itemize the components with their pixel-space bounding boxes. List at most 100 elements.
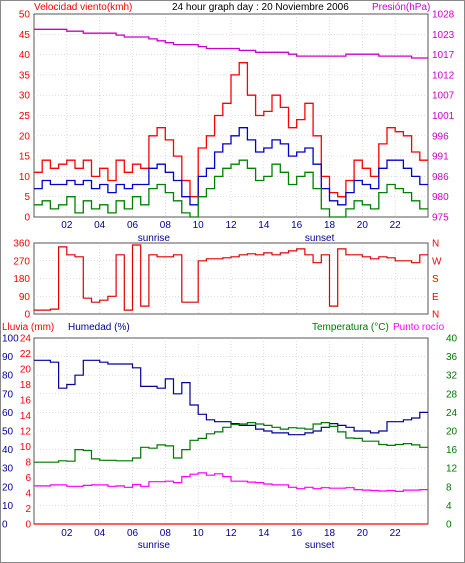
y-tick-label-right: W [432, 256, 442, 267]
graph-title: 24 hour graph day : 20 Noviembre 2006 [172, 2, 349, 13]
y-tick-label-left: 40 [19, 50, 31, 61]
dewpoint-axis-label: Punto rocío [393, 322, 445, 333]
y-tick-label-right: 991 [432, 152, 449, 163]
x-tick-label: 14 [258, 528, 270, 539]
rain-tick-label: 6 [25, 473, 31, 484]
y-tick-label-right: N [432, 239, 439, 250]
temperature-tick-label: 0 [446, 520, 452, 531]
pressure-axis-label: Presión(hPa) [372, 2, 430, 13]
temperature-axis-label: Temperatura (°C) [312, 322, 389, 333]
sunset-label: sunset [305, 540, 335, 551]
y-tick-label-left: 15 [19, 152, 31, 163]
x-tick-label: 12 [225, 528, 237, 539]
x-tick-label: 04 [94, 220, 106, 231]
humidity-temperature-panel: 02 04 06 08 10 12 14 16 18 20 22010203040506070809… [2, 334, 458, 552]
x-tick-label: 08 [160, 220, 172, 231]
temperature-tick-label: 32 [446, 371, 458, 382]
y-tick-label-right: S [432, 274, 439, 285]
x-tick-label: 22 [390, 528, 402, 539]
x-tick-label: 16 [291, 528, 303, 539]
x-tick-label: 16 [291, 220, 303, 231]
x-tick-label: 14 [258, 220, 270, 231]
x-tick-label: 06 [127, 220, 139, 231]
y-tick-label-right: 1007 [432, 91, 455, 102]
rain-tick-label: 16 [20, 396, 32, 407]
y-tick-label-left: 270 [13, 256, 30, 267]
series-direction [34, 244, 428, 311]
wind-direction-panel: 0 N 90 E 180 S 270 W 360 N [13, 239, 442, 321]
series-wind_avg [34, 127, 428, 206]
x-tick-label: 10 [193, 220, 205, 231]
temperature-tick-label: 24 [446, 408, 458, 419]
x-tick-label: 22 [390, 220, 402, 231]
rain-tick-label: 4 [25, 489, 31, 500]
rain-tick-label: 22 [20, 349, 32, 360]
rain-tick-label: 12 [20, 427, 32, 438]
y-tick-label-left: 0 [24, 213, 30, 224]
rain-tick-label: 24 [20, 334, 32, 345]
rain-tick-label: 0 [25, 520, 31, 531]
y-tick-label-right: 996 [432, 131, 449, 142]
x-tick-label: 04 [94, 528, 106, 539]
x-tick-label: 20 [357, 528, 369, 539]
x-tick-label: 18 [324, 220, 336, 231]
y-tick-label-left: 25 [19, 111, 31, 122]
rain-tick-label: 20 [20, 365, 32, 376]
sunrise-label: sunrise [138, 540, 171, 551]
x-tick-label: 08 [160, 528, 172, 539]
y-tick-label-left: 180 [13, 274, 30, 285]
y-tick-label-right: 1012 [432, 70, 455, 81]
humidity-tick-label: 80 [2, 371, 14, 382]
x-tick-label: 10 [193, 528, 205, 539]
y-tick-label-left: 50 [19, 10, 31, 21]
y-tick-label-left: 0 [24, 310, 30, 321]
y-tick-label-left: 20 [19, 131, 31, 142]
temperature-tick-label: 28 [446, 389, 458, 400]
rain-tick-label: 18 [20, 380, 32, 391]
x-tick-label: 02 [61, 220, 73, 231]
rain-tick-label: 14 [20, 411, 32, 422]
rain-tick-label: 2 [25, 504, 31, 515]
rain-tick-label: 10 [20, 442, 32, 453]
y-tick-label-left: 30 [19, 91, 31, 102]
y-tick-label-right: 1028 [432, 10, 455, 21]
humidity-tick-label: 60 [2, 408, 14, 419]
temperature-tick-label: 12 [446, 464, 458, 475]
rain-axis-label: Lluvia (mm) [2, 322, 54, 333]
y-tick-label-right: 986 [432, 172, 449, 183]
x-tick-label: 06 [127, 528, 139, 539]
series-pressure [34, 28, 428, 59]
rain-tick-label: 8 [25, 458, 31, 469]
temperature-tick-label: 8 [446, 482, 452, 493]
humidity-tick-label: 20 [2, 482, 14, 493]
sunrise-label: sunrise [138, 233, 171, 244]
humidity-tick-label: 100 [2, 334, 19, 345]
sunset-label: sunset [305, 233, 335, 244]
y-tick-label-right: 1001 [432, 111, 455, 122]
y-tick-label-left: 10 [19, 172, 31, 183]
humidity-tick-label: 0 [2, 520, 8, 531]
temperature-tick-label: 36 [446, 352, 458, 363]
temperature-tick-label: 16 [446, 445, 458, 456]
y-tick-label-right: 1017 [432, 50, 455, 61]
y-tick-label-right: 980 [432, 192, 449, 203]
series-dewpoint [34, 472, 428, 492]
x-tick-label: 20 [357, 220, 369, 231]
x-tick-label: 12 [225, 220, 237, 231]
series-temperature [34, 422, 428, 463]
humidity-tick-label: 50 [2, 427, 14, 438]
y-tick-label-left: 5 [24, 192, 30, 203]
humidity-tick-label: 30 [2, 464, 14, 475]
y-tick-label-right: 1023 [432, 30, 455, 41]
y-tick-label-left: 360 [13, 239, 30, 250]
wind-axis-label: Velocidad viento(kmh) [34, 2, 132, 13]
y-tick-label-right: N [432, 310, 439, 321]
x-tick-label: 18 [324, 528, 336, 539]
series-humidity [34, 359, 428, 436]
x-tick-label: 02 [61, 528, 73, 539]
humidity-axis-label: Humedad (%) [68, 322, 130, 333]
temperature-tick-label: 4 [446, 501, 452, 512]
temperature-tick-label: 20 [446, 427, 458, 438]
